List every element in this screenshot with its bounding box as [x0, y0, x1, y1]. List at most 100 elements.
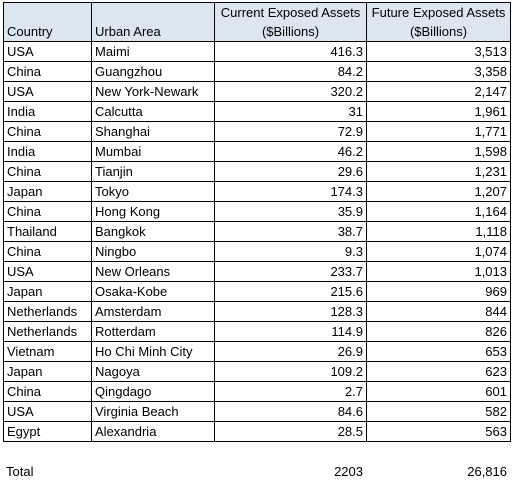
- header-current-units[interactable]: ($Billions): [214, 22, 367, 42]
- cell-country[interactable]: China: [3, 161, 92, 182]
- cell-future-exposed-assets[interactable]: 653: [366, 341, 511, 362]
- cell-urban-area[interactable]: New Orleans: [91, 261, 215, 282]
- cell-urban-area[interactable]: Rotterdam: [91, 321, 215, 342]
- cell-future-exposed-assets[interactable]: 969: [366, 281, 511, 302]
- cell-current-exposed-assets[interactable]: 46.2: [214, 141, 367, 162]
- cell-urban-area[interactable]: Virginia Beach: [91, 401, 215, 422]
- cell-country[interactable]: Japan: [3, 361, 92, 382]
- cell-current-exposed-assets[interactable]: 320.2: [214, 81, 367, 102]
- cell-country[interactable]: Japan: [3, 281, 92, 302]
- header-current-exposed-assets[interactable]: Current Exposed Assets: [214, 2, 367, 22]
- cell-current-exposed-assets[interactable]: 215.6: [214, 281, 367, 302]
- cell-future-exposed-assets[interactable]: 582: [366, 401, 511, 422]
- cell-urban-area[interactable]: Osaka-Kobe: [91, 281, 215, 302]
- header-country-top[interactable]: [3, 2, 92, 22]
- cell-future-exposed-assets[interactable]: 1,207: [366, 181, 511, 202]
- cell-urban-area[interactable]: Ningbo: [91, 241, 215, 262]
- cell-urban-area[interactable]: Hong Kong: [91, 201, 215, 222]
- cell-urban-area[interactable]: Tokyo: [91, 181, 215, 202]
- cell-future-exposed-assets[interactable]: 826: [366, 321, 511, 342]
- cell-country[interactable]: Thailand: [3, 221, 92, 242]
- cell-urban-area[interactable]: Tianjin: [91, 161, 215, 182]
- cell-country[interactable]: USA: [3, 261, 92, 282]
- cell-current-exposed-assets[interactable]: 29.6: [214, 161, 367, 182]
- cell-future-exposed-assets[interactable]: 623: [366, 361, 511, 382]
- table-row: USA New York-Newark 320.2 2,147: [3, 81, 511, 102]
- table-row: Netherlands Rotterdam 114.9 826: [3, 321, 511, 342]
- cell-urban-area[interactable]: Nagoya: [91, 361, 215, 382]
- cell-urban-area[interactable]: Ho Chi Minh City: [91, 341, 215, 362]
- cell-future-exposed-assets[interactable]: 563: [366, 421, 511, 442]
- cell-country[interactable]: China: [3, 121, 92, 142]
- cell-current-exposed-assets[interactable]: 9.3: [214, 241, 367, 262]
- table-row: Thailand Bangkok 38.7 1,118: [3, 221, 511, 242]
- cell-current-exposed-assets[interactable]: 233.7: [214, 261, 367, 282]
- cell-country[interactable]: China: [3, 201, 92, 222]
- cell-current-exposed-assets[interactable]: 84.2: [214, 61, 367, 82]
- cell-country[interactable]: China: [3, 241, 92, 262]
- cell-current-exposed-assets[interactable]: 31: [214, 101, 367, 122]
- cell-urban-area[interactable]: Guangzhou: [91, 61, 215, 82]
- header-country[interactable]: Country: [3, 22, 92, 42]
- cell-current-exposed-assets[interactable]: 26.9: [214, 341, 367, 362]
- cell-urban-area[interactable]: Calcutta: [91, 101, 215, 122]
- cell-country[interactable]: Japan: [3, 181, 92, 202]
- table-row: USA Virginia Beach 84.6 582: [3, 401, 511, 422]
- cell-urban-area[interactable]: Maimi: [91, 41, 215, 62]
- cell-current-exposed-assets[interactable]: 174.3: [214, 181, 367, 202]
- cell-future-exposed-assets[interactable]: 601: [366, 381, 511, 402]
- cell-country[interactable]: China: [3, 381, 92, 402]
- header-urban-area-top[interactable]: [91, 2, 215, 22]
- table-row: Japan Osaka-Kobe 215.6 969: [3, 281, 511, 302]
- cell-current-exposed-assets[interactable]: 416.3: [214, 41, 367, 62]
- cell-urban-area[interactable]: Bangkok: [91, 221, 215, 242]
- cell-current-exposed-assets[interactable]: 114.9: [214, 321, 367, 342]
- cell-country[interactable]: Netherlands: [3, 321, 92, 342]
- cell-future-exposed-assets[interactable]: 1,231: [366, 161, 511, 182]
- cell-future-exposed-assets[interactable]: 3,513: [366, 41, 511, 62]
- cell-country[interactable]: USA: [3, 401, 92, 422]
- cell-future-exposed-assets[interactable]: 3,358: [366, 61, 511, 82]
- cell-current-exposed-assets[interactable]: 72.9: [214, 121, 367, 142]
- cell-future-exposed-assets[interactable]: 1,013: [366, 261, 511, 282]
- cell-country[interactable]: USA: [3, 81, 92, 102]
- cell-future-exposed-assets[interactable]: 844: [366, 301, 511, 322]
- table-row: Egypt Alexandria 28.5 563: [3, 421, 511, 442]
- cell-future-exposed-assets[interactable]: 2,147: [366, 81, 511, 102]
- cell-future-exposed-assets[interactable]: 1,771: [366, 121, 511, 142]
- table-row: China Tianjin 29.6 1,231: [3, 161, 511, 182]
- cell-country[interactable]: Egypt: [3, 421, 92, 442]
- cell-future-exposed-assets[interactable]: 1,118: [366, 221, 511, 242]
- cell-future-exposed-assets[interactable]: 1,164: [366, 201, 511, 222]
- cell-current-exposed-assets[interactable]: 84.6: [214, 401, 367, 422]
- cell-current-exposed-assets[interactable]: 2.7: [214, 381, 367, 402]
- cell-country[interactable]: India: [3, 101, 92, 122]
- header-future-units[interactable]: ($Billions): [366, 22, 511, 42]
- cell-current-exposed-assets[interactable]: 38.7: [214, 221, 367, 242]
- cell-country[interactable]: USA: [3, 41, 92, 62]
- cell-current-exposed-assets[interactable]: 35.9: [214, 201, 367, 222]
- cell-future-exposed-assets[interactable]: 1,961: [366, 101, 511, 122]
- cell-future-exposed-assets[interactable]: 1,074: [366, 241, 511, 262]
- total-label[interactable]: Total: [6, 464, 34, 479]
- cell-urban-area[interactable]: Qingdago: [91, 381, 215, 402]
- cell-country[interactable]: Vietnam: [3, 341, 92, 362]
- cell-current-exposed-assets[interactable]: 28.5: [214, 421, 367, 442]
- header-future-exposed-assets[interactable]: Future Exposed Assets: [366, 2, 511, 22]
- total-future-value[interactable]: 26,816: [467, 464, 507, 479]
- cell-current-exposed-assets[interactable]: 128.3: [214, 301, 367, 322]
- cell-current-exposed-assets[interactable]: 109.2: [214, 361, 367, 382]
- total-current-value[interactable]: 2203: [334, 464, 363, 479]
- table-row: USA New Orleans 233.7 1,013: [3, 261, 511, 282]
- cell-future-exposed-assets[interactable]: 1,598: [366, 141, 511, 162]
- cell-country[interactable]: Netherlands: [3, 301, 92, 322]
- exposed-assets-table: Current Exposed Assets Future Exposed As…: [3, 2, 511, 442]
- cell-urban-area[interactable]: Shanghai: [91, 121, 215, 142]
- cell-urban-area[interactable]: Alexandria: [91, 421, 215, 442]
- cell-urban-area[interactable]: Mumbai: [91, 141, 215, 162]
- header-urban-area[interactable]: Urban Area: [91, 22, 215, 42]
- cell-country[interactable]: China: [3, 61, 92, 82]
- cell-urban-area[interactable]: Amsterdam: [91, 301, 215, 322]
- cell-country[interactable]: India: [3, 141, 92, 162]
- cell-urban-area[interactable]: New York-Newark: [91, 81, 215, 102]
